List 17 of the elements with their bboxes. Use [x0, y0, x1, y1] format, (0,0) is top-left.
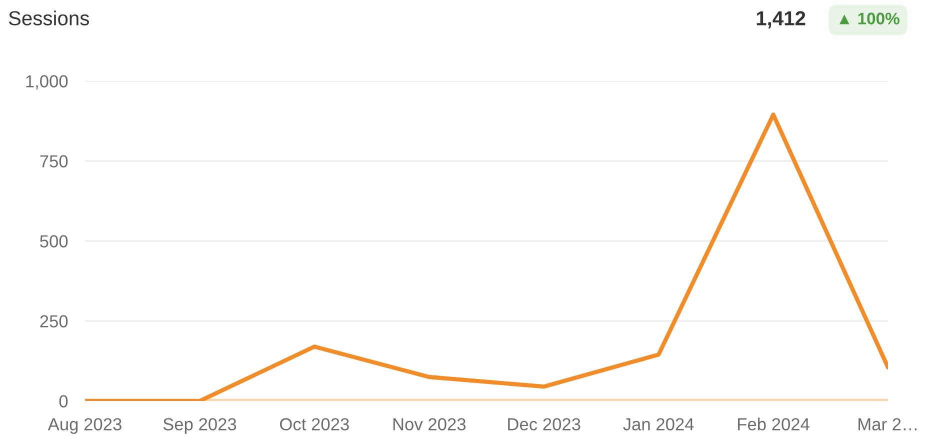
y-tick-label: 250 [40, 315, 68, 328]
y-tick-label: 500 [40, 235, 68, 248]
x-tick-label: Sep 2023 [163, 418, 236, 434]
text: ▲ 100% [839, 12, 900, 24]
x-tick-label: Nov 2023 [393, 418, 466, 430]
x-tick-label: Oct 2023 [280, 418, 349, 430]
x-tick-label: Feb 2024 [738, 418, 810, 430]
line-series [85, 112, 888, 401]
x-tick-label: Aug 2023 [48, 418, 122, 434]
x-tick-label: Jan 2024 [623, 418, 694, 430]
chart-title: Sessions [8, 10, 89, 26]
text: 1,412 [756, 11, 806, 28]
y-tick-label: 750 [40, 155, 68, 168]
y-tick-label: 1,000 [26, 75, 68, 90]
y-tick-label: 0 [59, 395, 68, 408]
x-tick-label: Dec 2023 [508, 418, 580, 430]
x-tick-label: Mar 2… [858, 418, 917, 430]
